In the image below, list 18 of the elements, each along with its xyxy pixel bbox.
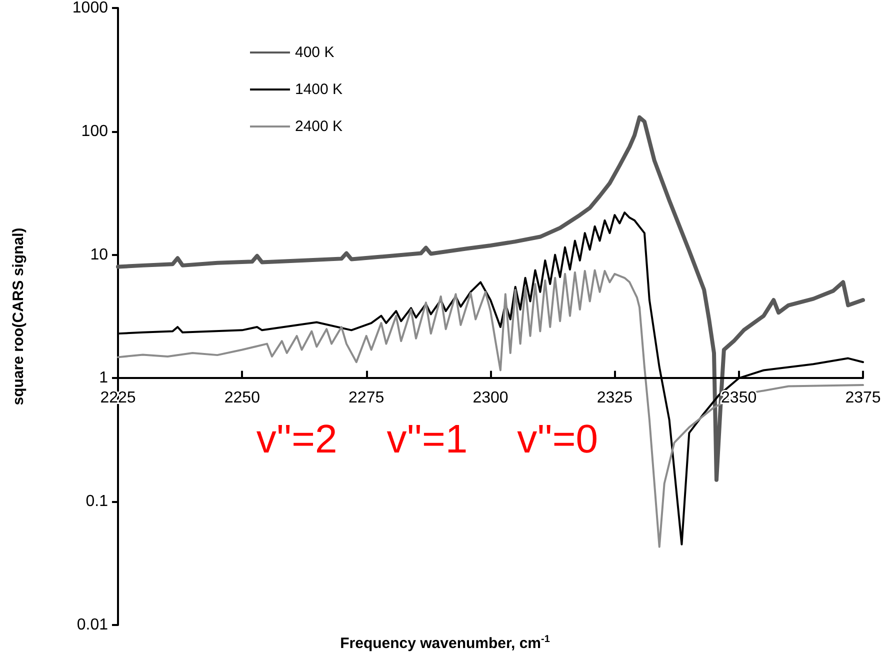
annotation: v''=2 bbox=[256, 418, 338, 462]
y-tick-label: 100 bbox=[81, 122, 108, 140]
x-tick-label: 2325 bbox=[596, 389, 633, 406]
legend-label: 400 K bbox=[295, 44, 334, 61]
x-tick-label: 2275 bbox=[348, 389, 384, 406]
x-tick-label: 2250 bbox=[224, 389, 260, 406]
x-tick-label: 2375 bbox=[845, 389, 881, 406]
legend-label: 2400 K bbox=[295, 118, 343, 135]
y-tick-label: 10 bbox=[90, 246, 108, 264]
y-tick-label: 0.1 bbox=[86, 493, 108, 510]
y-tick-label: 1000 bbox=[72, 0, 108, 16]
legend-label: 1400 K bbox=[295, 81, 343, 98]
y-axis-title: square roo(CARS signal) bbox=[10, 228, 27, 406]
y-tick-label: 0.01 bbox=[76, 616, 108, 634]
annotation: v''=0 bbox=[517, 418, 598, 462]
y-tick-label: 1 bbox=[99, 370, 108, 387]
x-tick-label: 2300 bbox=[472, 389, 508, 406]
annotation: v''=1 bbox=[386, 418, 468, 462]
